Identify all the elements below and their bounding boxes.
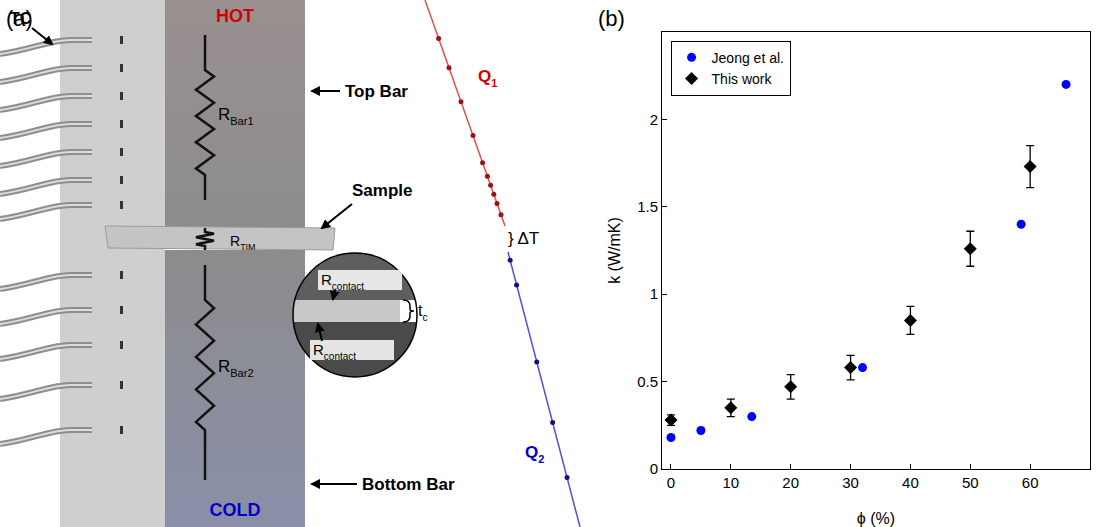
svg-text:10: 10 — [722, 474, 739, 491]
svg-text:0: 0 — [667, 474, 675, 491]
svg-text:} ΔT: } ΔT — [508, 229, 539, 248]
svg-text:2: 2 — [650, 111, 658, 128]
svg-text:Q1: Q1 — [478, 67, 497, 89]
svg-text:1: 1 — [650, 285, 658, 302]
html-text:(a): (a) — [6, 6, 33, 31]
svg-text:Jeong et al.: Jeong et al. — [712, 50, 784, 66]
svg-text:This work: This work — [712, 71, 773, 87]
svg-text:Sample: Sample — [352, 181, 412, 200]
svg-text:30: 30 — [842, 474, 859, 491]
svg-text:k (W/mK): k (W/mK) — [606, 217, 623, 284]
svg-text:Rcontact: Rcontact — [321, 271, 364, 292]
svg-text:50: 50 — [962, 474, 979, 491]
svg-text:40: 40 — [902, 474, 919, 491]
svg-text:HOT: HOT — [216, 6, 254, 26]
svg-text:RBar2: RBar2 — [218, 357, 254, 379]
svg-text:0.5: 0.5 — [637, 373, 658, 390]
svg-text:tc: tc — [418, 302, 427, 323]
svg-text:RTIM: RTIM — [230, 233, 256, 252]
svg-text:20: 20 — [782, 474, 799, 491]
svg-text:COLD: COLD — [210, 500, 261, 520]
svg-text:Q2: Q2 — [525, 443, 544, 465]
svg-text:1.5: 1.5 — [637, 198, 658, 215]
svg-text:RBar1: RBar1 — [218, 105, 254, 127]
svg-text:0: 0 — [650, 460, 658, 477]
svg-text:Rcontact: Rcontact — [313, 341, 356, 362]
html-text:(b): (b) — [598, 6, 625, 31]
svg-text:60: 60 — [1022, 474, 1039, 491]
svg-text:ϕ (%): ϕ (%) — [857, 510, 895, 527]
svg-text:Top Bar: Top Bar — [345, 82, 408, 101]
svg-text:Bottom Bar: Bottom Bar — [362, 475, 455, 494]
